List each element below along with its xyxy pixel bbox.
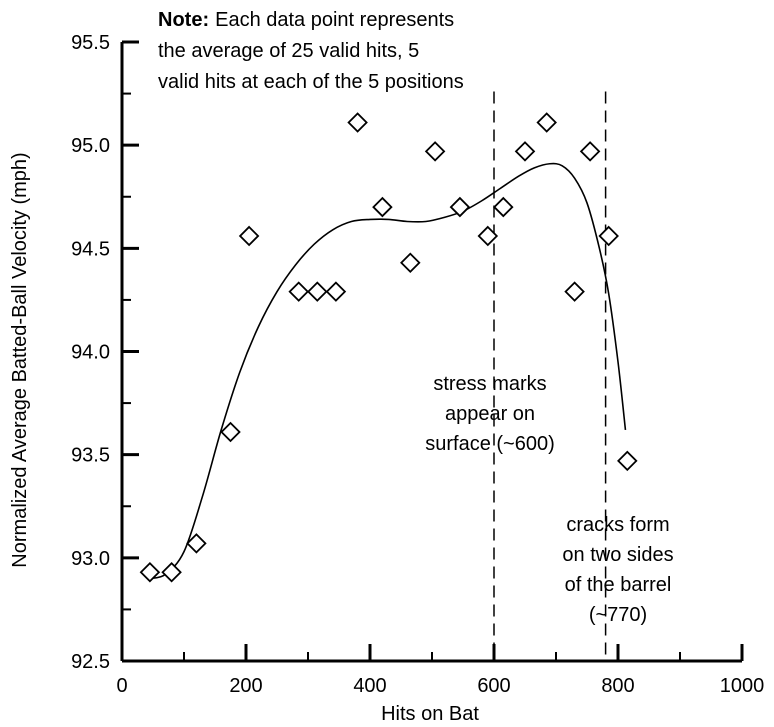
data-point	[477, 225, 499, 247]
annotation-cracks-line-1: cracks form	[566, 514, 669, 536]
data-point	[220, 421, 241, 443]
data-point	[564, 281, 585, 302]
x-tick-label: 400	[353, 675, 386, 697]
data-point	[186, 533, 207, 554]
note: Note: Each data point represents the aver…	[158, 9, 464, 93]
annotation-stress-line-2: appear on	[445, 403, 535, 425]
note-text-1: Each data point represents	[215, 9, 454, 31]
data-point	[288, 281, 309, 302]
y-tick-label: 92.5	[71, 651, 110, 673]
y-tick-label: 95.0	[71, 135, 110, 157]
data-point	[139, 562, 161, 583]
data-point	[161, 562, 182, 583]
data-point	[536, 112, 557, 133]
data-point	[424, 141, 446, 162]
note-line-3: valid hits at each of the 5 positions	[158, 71, 464, 93]
annotation-cracks: cracks form on two sides of the barrel (…	[562, 514, 673, 626]
y-tick-label: 94.0	[71, 342, 110, 364]
data-point	[238, 225, 260, 247]
x-axis-label: Hits on Bat	[381, 703, 479, 725]
data-point	[493, 196, 514, 218]
x-tick-label: 1000	[720, 675, 765, 697]
data-point	[372, 196, 393, 218]
note-bold: Note:	[158, 9, 209, 31]
data-point	[307, 281, 328, 302]
data-point	[579, 141, 601, 162]
annotation-stress-line-3: surface (~600)	[425, 433, 555, 455]
annotation-cracks-line-4: (~770)	[589, 604, 647, 626]
annotation-stress-marks: stress marks appear on surface (~600)	[425, 373, 555, 455]
data-point	[617, 450, 638, 472]
data-point	[325, 281, 347, 302]
note-line-2: the average of 25 valid hits, 5	[158, 40, 419, 62]
data-point	[400, 252, 421, 274]
y-axis-label: Normalized Average Batted-Ball Velocity …	[9, 152, 31, 567]
annotation-cracks-line-2: on two sides	[562, 544, 673, 566]
annotation-cracks-line-3: of the barrel	[565, 574, 672, 596]
data-point	[514, 141, 536, 162]
data-point	[598, 225, 619, 247]
y-tick-label: 93.5	[71, 445, 110, 467]
y-tick-label: 95.5	[71, 32, 110, 54]
x-tick-label: 0	[116, 675, 127, 697]
data-point	[347, 112, 368, 133]
y-tick-label: 94.5	[71, 238, 110, 260]
axes: 0 200 400 600 800 1000 92.5 93.0 93.5 94.0 94.5 95.…	[71, 32, 764, 697]
fit-curve	[149, 162, 627, 580]
x-tick-label: 800	[601, 675, 634, 697]
note-line-1: Note: Each data point represents	[158, 9, 454, 31]
data-points	[139, 112, 638, 583]
x-tick-label: 600	[477, 675, 510, 697]
x-tick-label: 200	[229, 675, 262, 697]
annotation-stress-line-1: stress marks	[433, 373, 546, 395]
data-point	[449, 196, 471, 218]
y-tick-label: 93.0	[71, 548, 110, 570]
